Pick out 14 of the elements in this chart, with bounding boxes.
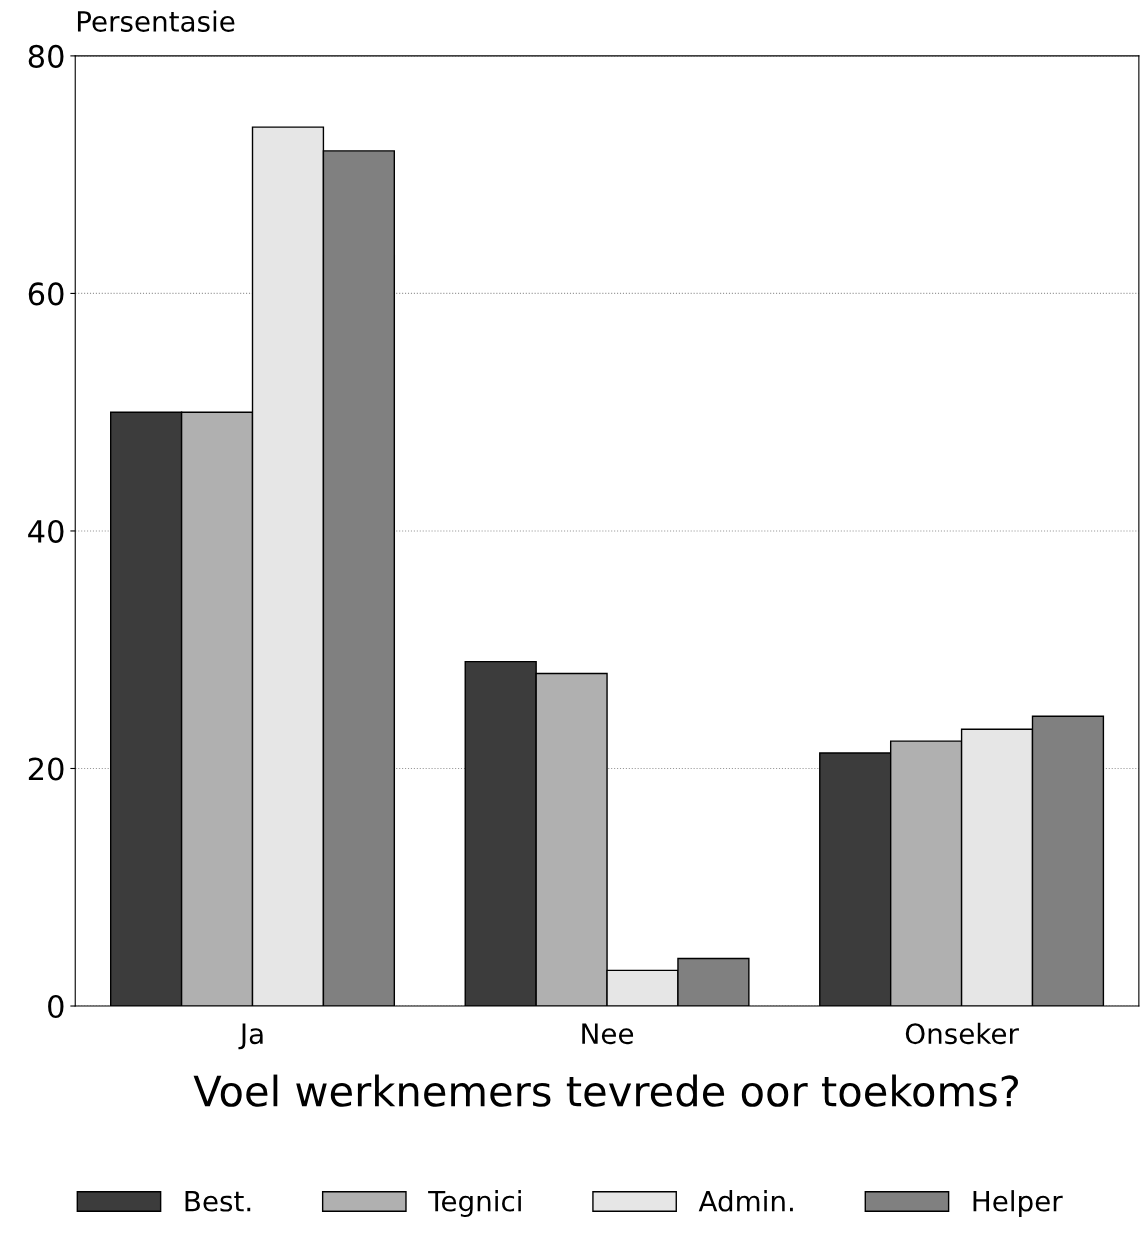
- y-tick-label: 40: [28, 519, 64, 543]
- y-tick-label: 60: [28, 282, 64, 306]
- x-tick-label: Ja: [238, 1023, 263, 1050]
- y-tick-label: 80: [28, 44, 64, 68]
- y-axis-title: Persentasie: [77, 10, 235, 32]
- legend-label: Tegnici: [428, 1190, 521, 1217]
- y-tick-label: 0: [48, 994, 64, 1019]
- x-axis-title: Voel werknemers tevrede oor toekoms?: [193, 1074, 1018, 1107]
- legend-label: Helper: [973, 1190, 1063, 1217]
- x-tick-label: Nee: [582, 1023, 634, 1045]
- x-tick-label: Onseker: [905, 1022, 1019, 1045]
- legend-label: Best.: [185, 1190, 251, 1212]
- legend-label: Admin.: [698, 1190, 793, 1212]
- y-tick-label: 20: [28, 757, 64, 781]
